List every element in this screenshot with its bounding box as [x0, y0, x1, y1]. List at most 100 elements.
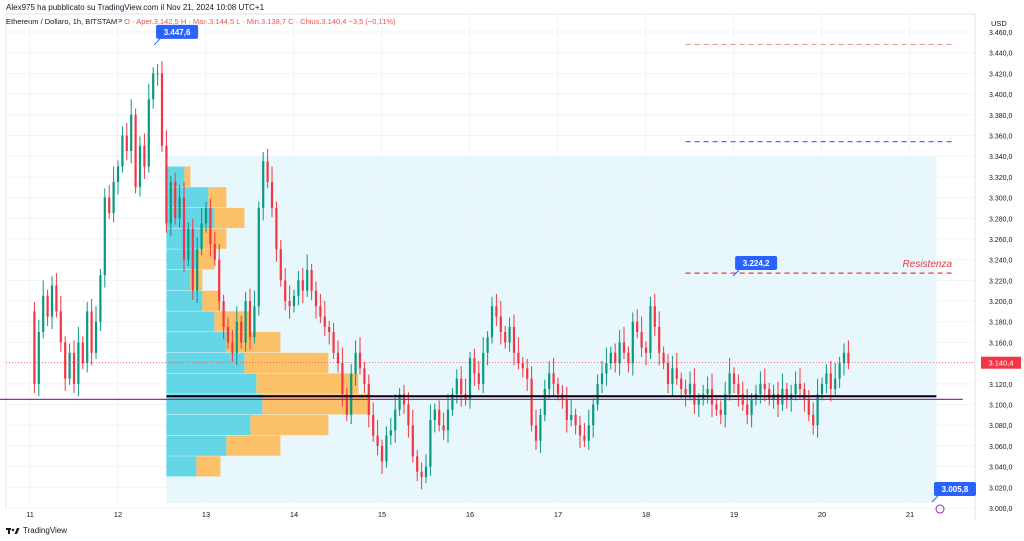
candle-body [42, 295, 45, 333]
candle-body [719, 409, 722, 415]
callout-pointer [153, 38, 161, 46]
price-tick-label: 3.220,0 [989, 278, 1012, 285]
candle-body [490, 306, 494, 338]
candle-body [240, 321, 243, 343]
candle-body [112, 182, 115, 214]
candle-body [64, 342, 67, 379]
candle-body [803, 389, 806, 400]
candle-body [72, 352, 76, 384]
candle-body [684, 389, 687, 395]
candle-body [697, 399, 700, 405]
candle-body [248, 301, 252, 338]
candle-body [108, 197, 111, 214]
candle-body [468, 357, 472, 400]
candle-body [90, 311, 93, 353]
candle-body [715, 404, 718, 410]
candle-body [253, 306, 256, 338]
candle-body [86, 311, 89, 364]
candle-body [644, 347, 648, 353]
candle-body [842, 352, 846, 364]
candle-body [512, 326, 516, 353]
candle-body [460, 378, 463, 395]
candle-body [724, 394, 727, 415]
candle-body [169, 182, 172, 224]
candle-body [600, 373, 604, 384]
price-tick-label: 3.340,0 [989, 154, 1012, 161]
date-tick-label: 18 [642, 510, 650, 519]
candle-body [829, 373, 832, 389]
attribution-text: Alex975 ha pubblicato su TradingView.com… [6, 3, 265, 12]
candle-body [666, 363, 670, 384]
event-marker-icon [935, 504, 945, 514]
candle-body [160, 73, 164, 146]
date-tick-label: 19 [730, 510, 738, 519]
candle-body [125, 135, 128, 151]
date-tick-label: 14 [290, 510, 298, 519]
volume-profile-up-bar [166, 352, 245, 373]
price-tick-label: 3.280,0 [989, 216, 1012, 223]
candle-body [521, 363, 524, 369]
candle-body [429, 420, 432, 467]
candle-body [834, 378, 837, 389]
candle-body [279, 249, 282, 281]
price-tick-label: 3.380,0 [989, 113, 1012, 120]
candle-body [147, 99, 150, 167]
candle-body [446, 409, 450, 431]
volume-profile-down-bar [202, 290, 221, 311]
candle-body [121, 135, 124, 167]
candle-body [328, 326, 331, 333]
volume-profile-down-bar [208, 187, 227, 208]
volume-profile-up-bar [166, 270, 191, 291]
candle-body [372, 414, 375, 436]
candle-body [631, 321, 634, 364]
price-axis-unit[interactable]: USD [991, 19, 1007, 28]
price-tick-label: 3.000,0 [989, 506, 1012, 513]
candle-body [204, 207, 208, 224]
candle-body [231, 342, 234, 353]
candle-body [732, 373, 736, 384]
candle-body [376, 435, 379, 446]
volume-profile-down-bar [250, 414, 329, 436]
price-tick-label: 3.420,0 [989, 71, 1012, 78]
candle-body [394, 409, 397, 431]
candle-body [200, 223, 203, 250]
candle-body [517, 352, 520, 364]
callout-box [735, 256, 778, 271]
price-tick-label: 3.060,0 [989, 444, 1012, 451]
brand-footer[interactable]: TradingView [6, 526, 67, 535]
candle-body [363, 368, 366, 384]
candle-body [785, 389, 788, 400]
candle-body [350, 373, 353, 415]
candle-body [94, 321, 98, 353]
candle-body [508, 326, 511, 343]
volume-profile-up-bar [166, 332, 227, 353]
candle-body [477, 373, 480, 384]
candle-body [323, 316, 326, 327]
candle-body [750, 399, 753, 415]
price-tick-label: 3.160,0 [989, 340, 1012, 347]
candle-body [812, 414, 815, 426]
candle-body [37, 332, 40, 384]
candle-body [737, 383, 740, 395]
candle-body [59, 311, 62, 343]
symbol-legend[interactable]: Ethereum / Dollaro, 1h, BITSTAMP O · Ape… [6, 17, 396, 26]
candle-body [332, 332, 335, 353]
candle-body [838, 363, 841, 379]
candle-body [358, 352, 362, 369]
volume-profile-down-bar [214, 207, 245, 229]
volume-profile-up-bar [166, 290, 203, 311]
price-tick-label: 3.200,0 [989, 299, 1012, 306]
date-tick-label: 16 [466, 510, 474, 519]
candle-body [187, 228, 190, 260]
price-tick-label: 3.260,0 [989, 237, 1012, 244]
candle-body [451, 394, 454, 410]
candle-body [530, 378, 533, 426]
candle-body [583, 435, 586, 441]
candle-body [587, 425, 590, 441]
candle-body [442, 425, 445, 431]
callout-label: 3.224,2 [743, 259, 770, 268]
candle-body [191, 228, 194, 291]
candle-body [574, 414, 577, 426]
candle-body [746, 404, 749, 415]
